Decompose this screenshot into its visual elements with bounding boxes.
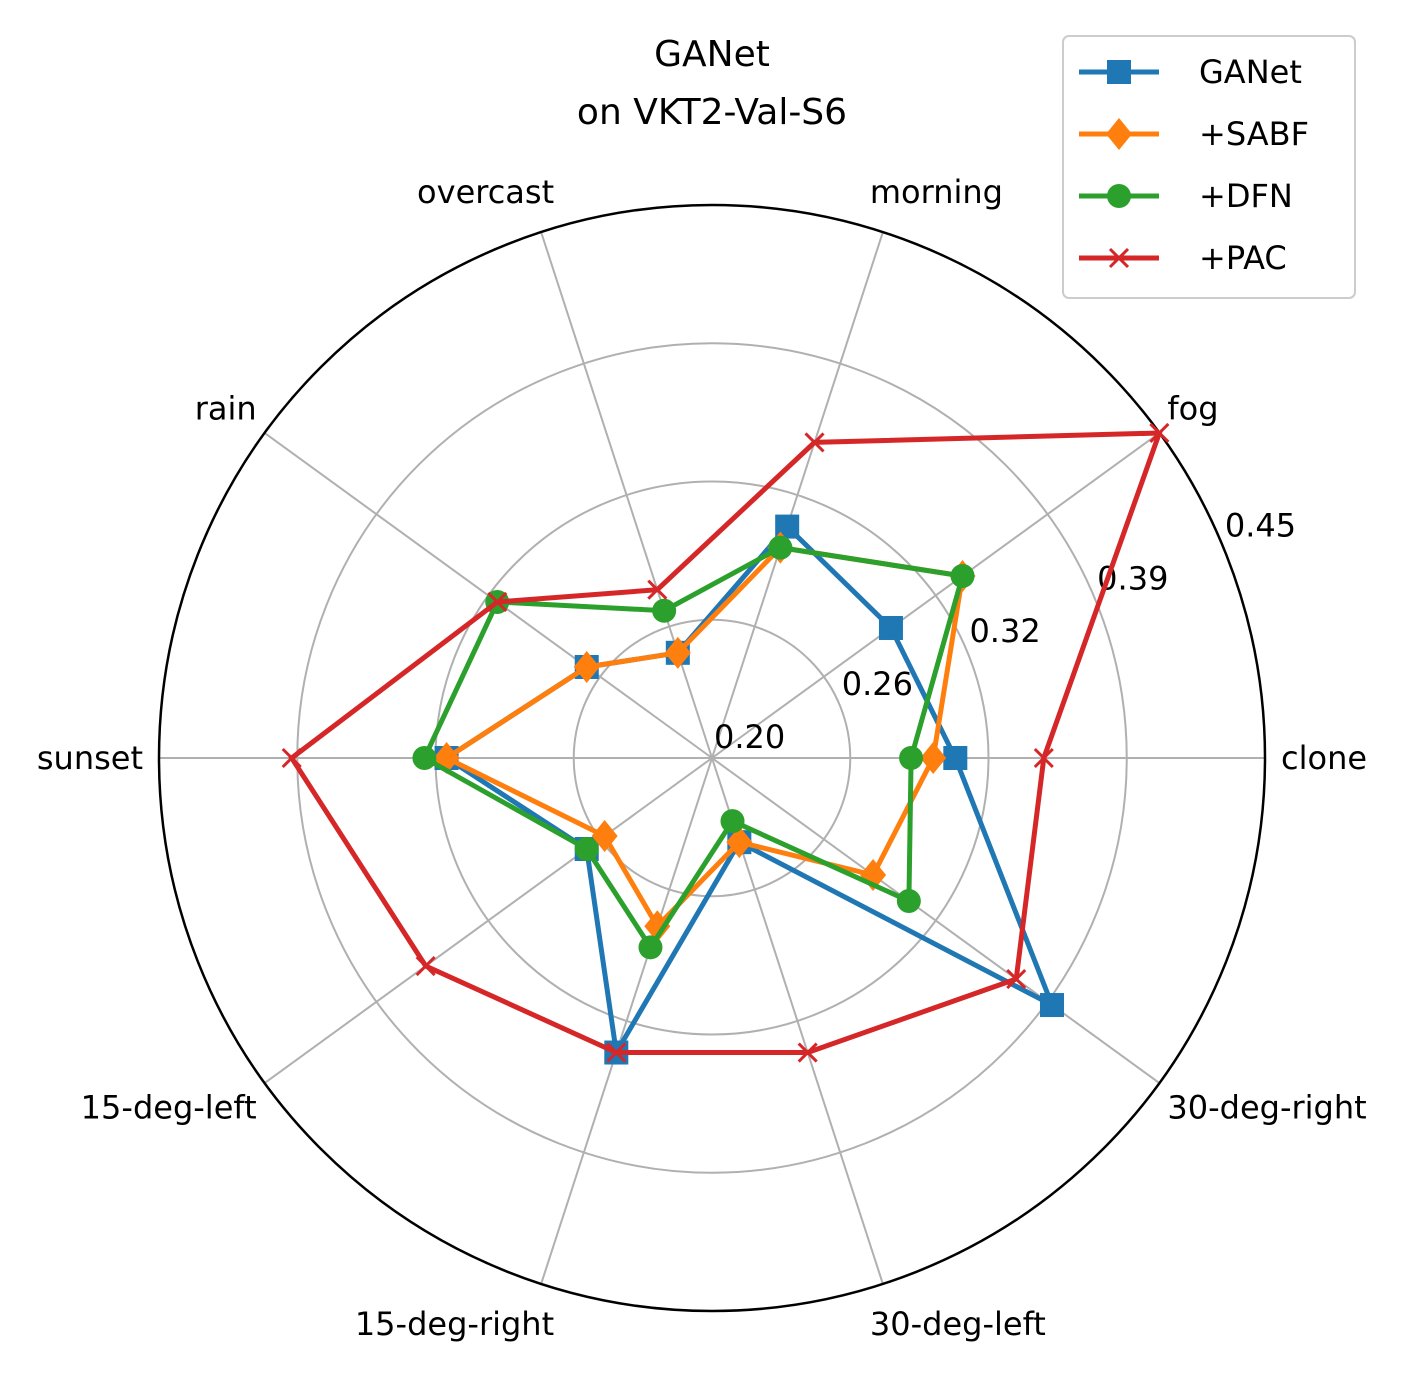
data-point-x-marker	[1006, 968, 1027, 990]
grid-spoke	[540, 757, 713, 1285]
legend-entry: +SABF	[1079, 115, 1309, 153]
data-point-diamond-marker	[573, 650, 600, 683]
data-point-square-marker	[943, 746, 968, 770]
data-point-x-marker	[487, 591, 508, 613]
data-point-diamond-marker	[664, 636, 691, 669]
series-pac	[281, 422, 1170, 1063]
grid-spoke	[264, 757, 713, 1084]
chart-title-line-1: GANet	[654, 34, 770, 75]
category-label-fog: fog	[1167, 389, 1218, 427]
data-point-x-marker	[1033, 747, 1054, 769]
data-point-circle-marker	[768, 535, 793, 560]
category-label-clone: clone	[1281, 739, 1367, 777]
category-label-15-deg-left: 15-deg-left	[81, 1089, 257, 1127]
category-label-morning: morning	[870, 173, 1003, 211]
radial-tick-labels: 0.200.260.320.390.45	[714, 506, 1296, 756]
legend-diamond-marker	[1106, 118, 1132, 150]
category-label-30-deg-right: 30-deg-right	[1167, 1089, 1366, 1127]
grid	[157, 203, 1267, 1313]
data-point-x-marker	[281, 747, 302, 769]
data-point-square-marker	[1040, 993, 1065, 1018]
legend-label: +DFN	[1199, 177, 1293, 215]
grid-spoke	[711, 432, 1160, 759]
data-point-circle-marker	[652, 598, 677, 623]
legend-entry: +PAC	[1079, 239, 1287, 277]
grid-spoke	[540, 231, 713, 759]
data-point-x-marker	[804, 432, 825, 453]
data-point-circle-marker	[638, 935, 663, 960]
legend-entry: GANet	[1079, 53, 1302, 91]
chart-title-line-2: on VKT2-Val-S6	[577, 92, 847, 133]
series-dfn	[412, 535, 975, 960]
category-label-overcast: overcast	[417, 173, 554, 211]
data-point-circle-marker	[896, 889, 921, 914]
radial-tick-label: 0.26	[842, 665, 913, 703]
data-point-x-marker	[1149, 422, 1170, 444]
legend-entry: +DFN	[1079, 177, 1293, 215]
legend-label: +SABF	[1199, 115, 1309, 153]
legend: GANet +SABF +DFN +PAC	[1062, 35, 1356, 299]
data-point-x-marker	[647, 579, 668, 600]
grid-spoke	[711, 231, 884, 759]
legend-x-marker	[1108, 247, 1130, 269]
radial-tick-label: 0.20	[714, 718, 785, 756]
polar-frame	[157, 203, 1267, 1313]
data-point-circle-marker	[574, 837, 599, 862]
legend-box	[1062, 35, 1356, 299]
category-label-15-deg-right: 15-deg-right	[355, 1305, 554, 1343]
data-point-circle-marker	[950, 563, 975, 588]
data-point-x-marker	[415, 955, 436, 977]
legend-label: +PAC	[1199, 239, 1287, 277]
chart-title: GANet on VKT2-Val-S6	[577, 34, 847, 133]
data-point-diamond-marker	[591, 820, 618, 853]
series-group	[281, 422, 1170, 1065]
grid-spoke	[711, 757, 1160, 1084]
data-point-diamond-marker	[920, 742, 947, 774]
data-point-circle-marker	[412, 746, 437, 770]
axis-labels: clone fog morning overcast rain sunset 15-deg-…	[37, 173, 1367, 1343]
data-point-diamond-marker	[726, 826, 753, 859]
legend-circle-marker	[1107, 184, 1131, 208]
legend-label: GANet	[1199, 53, 1302, 91]
data-point-circle-marker	[720, 809, 745, 834]
category-label-rain: rain	[195, 389, 257, 427]
data-point-x-marker	[606, 1042, 627, 1063]
data-point-circle-marker	[899, 746, 924, 770]
data-point-diamond-marker	[644, 910, 671, 943]
legend-square-marker	[1107, 60, 1131, 84]
data-point-square-marker	[878, 615, 903, 640]
radial-tick-label: 0.45	[1225, 506, 1296, 544]
category-label-30-deg-left: 30-deg-left	[870, 1305, 1046, 1343]
data-point-x-marker	[797, 1042, 818, 1063]
radial-tick-label: 0.32	[969, 612, 1040, 650]
category-label-sunset: sunset	[37, 739, 143, 777]
